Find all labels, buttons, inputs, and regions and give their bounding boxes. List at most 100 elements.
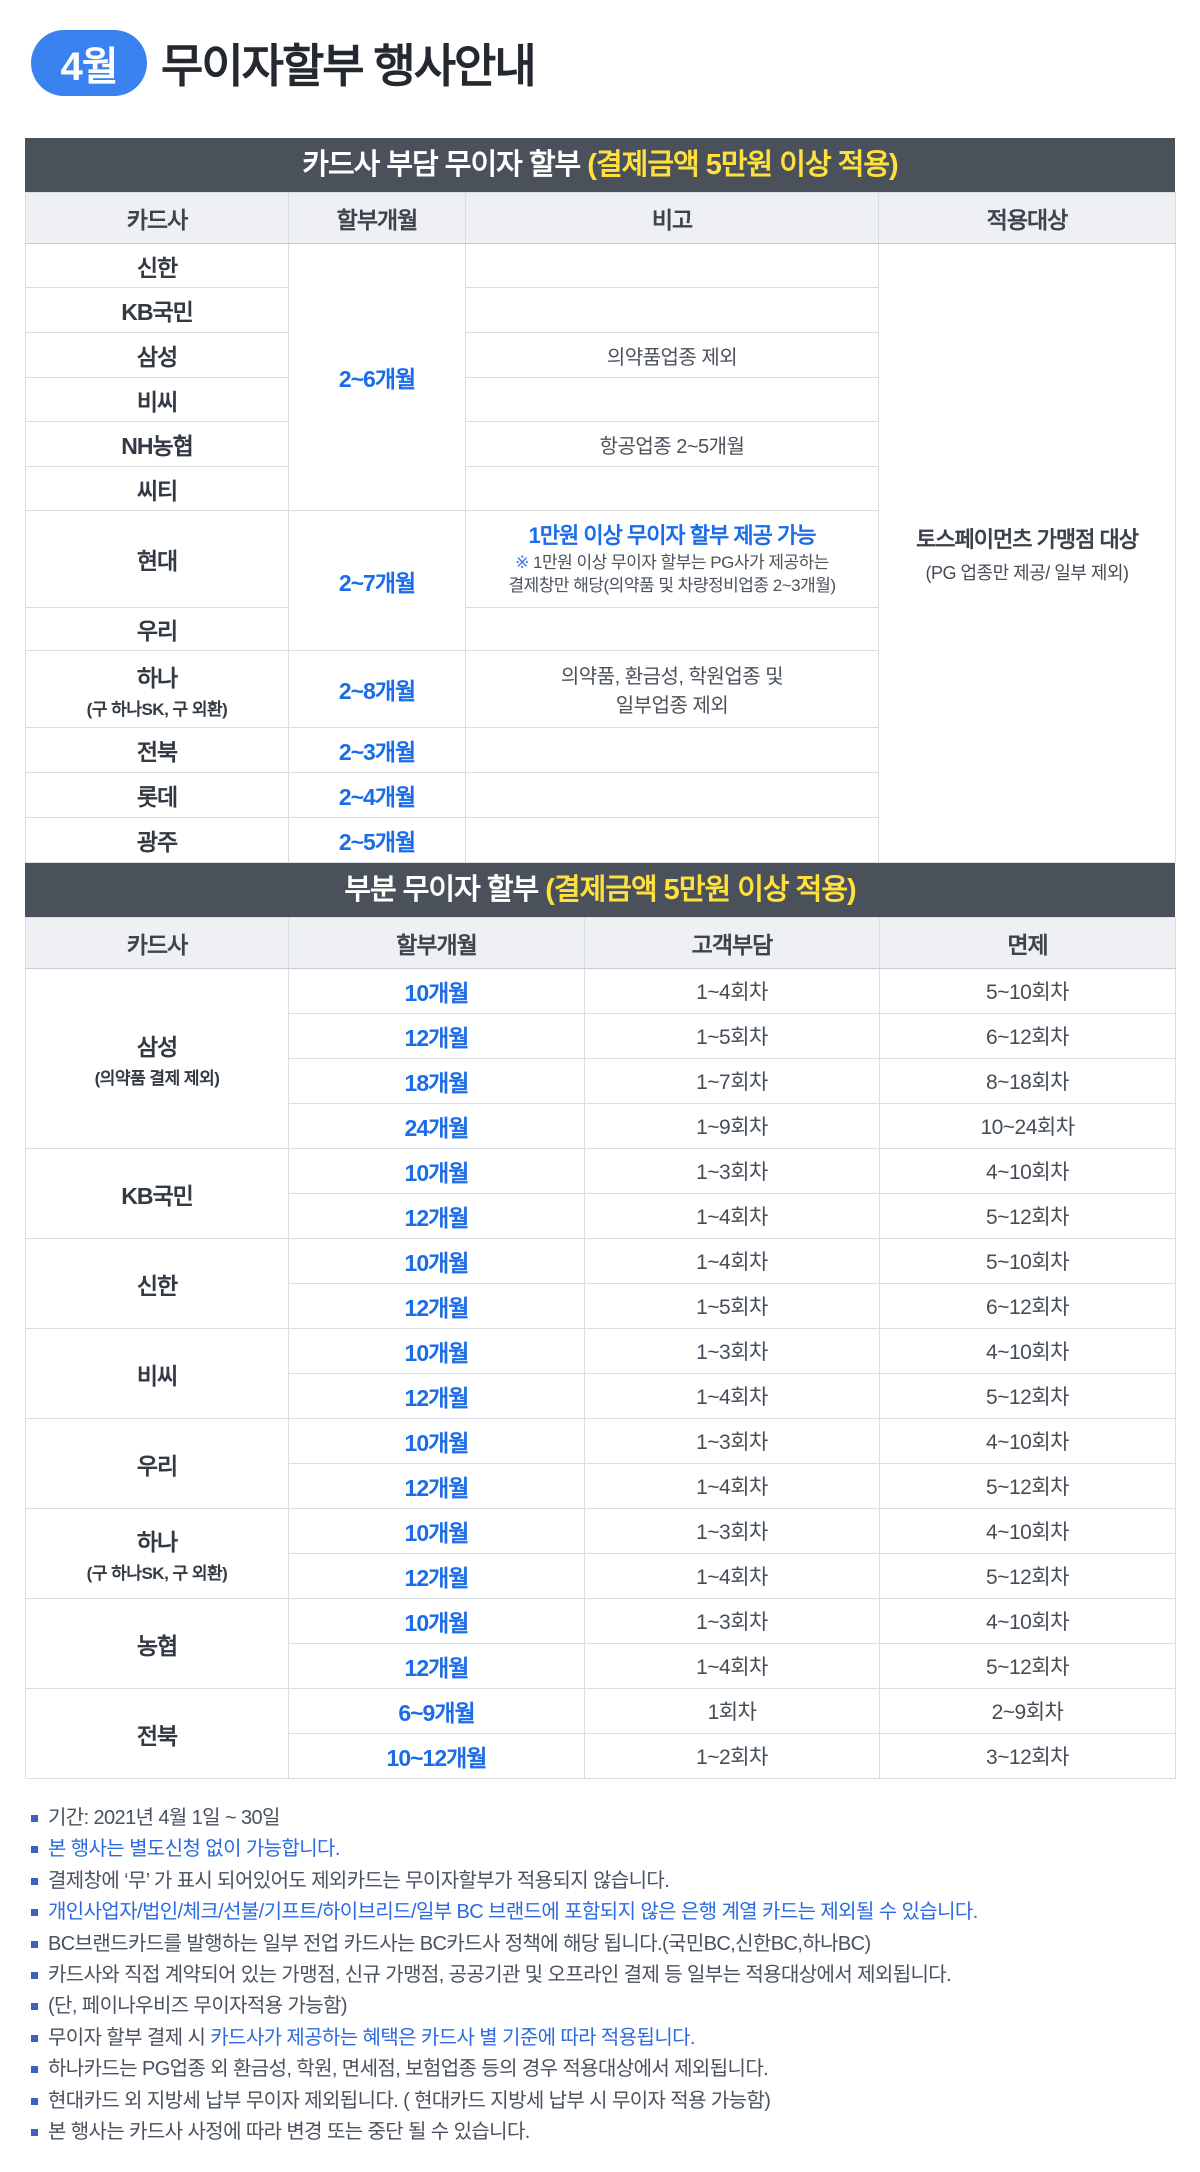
card-name-cell: KB국민 — [25, 1148, 289, 1239]
card-name-cell: 하나 (구 하나SK, 구 외환) — [25, 650, 289, 728]
footnote-text-highlight: 카드사가 제공하는 혜택은 카드사 별 기준에 따라 적용됩니다. — [210, 2026, 695, 2049]
customer-burden-cell: 1~3회차 — [584, 1508, 880, 1554]
table-header-row: 카드사 할부개월 고객부담 면제 — [25, 917, 1176, 969]
card-name-cell: NH농협 — [25, 421, 289, 467]
note-cell-empty — [465, 243, 879, 288]
exemption-cell: 5~12회차 — [879, 1463, 1176, 1509]
customer-burden-cell: 1~3회차 — [584, 1328, 880, 1374]
installment-months-cell: 10개월 — [288, 1238, 585, 1284]
bullet-icon — [31, 2097, 38, 2105]
exemption-cell: 2~9회차 — [879, 1688, 1176, 1734]
exemption-cell: 6~12회차 — [879, 1013, 1176, 1059]
note-cell-empty — [465, 607, 879, 651]
card-name-cell: 우리 — [25, 607, 289, 651]
customer-burden-cell: 1회차 — [584, 1688, 880, 1734]
customer-burden-cell: 1~3회차 — [584, 1418, 880, 1464]
hyundai-note-title: 1만원 이상 무이자 할부 제공 가능 — [528, 523, 817, 548]
hyundai-note-line2: 결제창만 해당(의약품 및 차량정비업종 2~3개월) — [508, 576, 836, 595]
note-cell-hana: 의약품, 환금성, 학원업종 및 일부업종 제외 — [465, 650, 879, 728]
reference-mark: ※ — [515, 553, 529, 572]
table-row: 우리 — [25, 607, 1176, 651]
card-name-cell: 우리 — [25, 1418, 289, 1509]
installment-months-cell: 10개월 — [288, 1328, 585, 1374]
footnote: 결제창에 ‘무’ 가 표시 되어있어도 제외카드는 무이자할부가 적용되지 않습… — [31, 1866, 1175, 1897]
note-cell-hyundai: 1만원 이상 무이자 할부 제공 가능 ※ 1만원 이상 무이자 할부는 PG사… — [465, 510, 879, 608]
note-cell: 항공업종 2~5개월 — [465, 421, 879, 467]
table-row: 우리 10개월 1~3회차 4~10회차 — [25, 1418, 1176, 1509]
card-name: 하나 — [136, 1529, 178, 1555]
table-row: 12개월 1~5회차 6~12회차 — [26, 1013, 1176, 1059]
exemption-cell: 5~10회차 — [879, 1238, 1176, 1284]
footnotes: 기간: 2021년 4월 1일 ~ 30일 본 행사는 별도신청 없이 가능합니… — [31, 1803, 1175, 2148]
exemption-cell: 5~12회차 — [879, 1643, 1176, 1689]
exemption-cell: 4~10회차 — [879, 1508, 1176, 1554]
footnote-period: 기간: 2021년 4월 1일 ~ 30일 — [31, 1803, 1175, 1834]
customer-burden-cell: 1~7회차 — [584, 1058, 880, 1104]
table-row: 비씨 10개월 1~3회차 4~10회차 — [25, 1328, 1176, 1419]
exemption-cell: 5~12회차 — [879, 1193, 1176, 1239]
column-header-card-company: 카드사 — [25, 192, 289, 244]
note-cell-empty — [465, 772, 879, 818]
installment-months-cell: 2~8개월 — [288, 650, 466, 728]
bullet-icon — [31, 1940, 38, 1948]
customer-burden-cell: 1~4회차 — [584, 1238, 880, 1284]
card-name: 삼성 — [136, 1034, 178, 1060]
installment-months-cell: 10개월 — [288, 1598, 585, 1644]
footnote: 본 행사는 카드사 사정에 따라 변경 또는 중단 될 수 있습니다. — [31, 2117, 1175, 2148]
exemption-cell: 8~18회차 — [879, 1058, 1176, 1104]
table2-title: 부분 무이자 할부 — [344, 874, 546, 906]
apply-target-sub: (PG 업종만 제공/ 일부 제외) — [925, 562, 1129, 583]
footnote-text: 개인사업자/법인/체크/선불/기프트/하이브리드/일부 BC 브랜드에 포함되지… — [48, 1901, 978, 1924]
table1-title-bar: 카드사 부담 무이자 할부 (결제금액 5만원 이상 적용) — [25, 138, 1175, 192]
installment-months-cell: 2~7개월 — [288, 510, 466, 651]
page-header: 4월 무이자할부 행사안내 — [31, 28, 1175, 97]
customer-burden-cell: 1~9회차 — [584, 1103, 880, 1149]
hana-note-line2: 일부업종 제외 — [615, 695, 729, 717]
column-header-customer-burden: 고객부담 — [584, 917, 880, 969]
customer-burden-cell: 1~4회차 — [584, 1463, 880, 1509]
table-row: KB국민 10개월 1~3회차 4~10회차 — [25, 1148, 1176, 1239]
installment-months-cell: 12개월 — [288, 1013, 585, 1059]
footnote: 무이자 할부 결제 시 카드사가 제공하는 혜택은 카드사 별 기준에 따라 적… — [31, 2023, 1175, 2054]
table-row: 농협 10개월 1~3회차 4~10회차 — [25, 1598, 1176, 1689]
footnote-text: BC브랜드카드를 발행하는 일부 전업 카드사는 BC카드사 정책에 해당 됩니… — [48, 1932, 871, 1955]
installment-months-cell: 10개월 — [288, 968, 585, 1014]
bullet-icon — [31, 1909, 38, 1917]
table-row: 씨티 — [25, 466, 1176, 511]
table-row: 광주 2~5개월 — [25, 817, 1176, 863]
table-header-row: 카드사 할부개월 비고 적용대상 — [25, 192, 1176, 244]
card-name-cell: 신한 — [25, 1238, 289, 1329]
installment-months-cell: 2~5개월 — [288, 817, 466, 863]
note-cell-empty — [465, 287, 879, 333]
card-name: 하나 — [136, 664, 178, 691]
installment-months-cell: 6~9개월 — [288, 1688, 585, 1734]
card-name-sub: (구 하나SK, 구 외환) — [86, 699, 228, 719]
installment-months-cell: 18개월 — [288, 1058, 585, 1104]
footnote: 카드사와 직접 계약되어 있는 가맹점, 신규 가맹점, 공공기관 및 오프라인… — [31, 1960, 1175, 1991]
card-name-cell: 비씨 — [25, 1328, 289, 1419]
card-name-cell: 현대 — [25, 510, 289, 608]
table-row: 신한 10개월 1~4회차 5~10회차 — [25, 1238, 1176, 1329]
footnote-text: 하나카드는 PG업종 외 환금성, 학원, 면세점, 보험업종 등의 경우 적용… — [48, 2058, 769, 2081]
card-name-cell: 삼성 — [25, 332, 289, 378]
apply-target-main: 토스페이먼츠 가맹점 대상 — [916, 526, 1139, 552]
bullet-icon — [31, 1877, 38, 1885]
installment-months-cell: 10개월 — [288, 1418, 585, 1464]
customer-burden-cell: 1~5회차 — [584, 1013, 880, 1059]
table-row: 12개월 1~4회차 5~12회차 — [26, 1373, 1176, 1419]
column-header-exemption: 면제 — [879, 917, 1176, 969]
exemption-cell: 4~10회차 — [879, 1328, 1176, 1374]
exemption-cell: 5~10회차 — [879, 968, 1176, 1014]
installment-months-cell: 2~4개월 — [288, 772, 466, 818]
customer-burden-cell: 1~4회차 — [584, 1643, 880, 1689]
card-name-cell: 비씨 — [25, 377, 289, 422]
page: 4월 무이자할부 행사안내 카드사 부담 무이자 할부 (결제금액 5만원 이상… — [25, 0, 1176, 2148]
installment-months-cell: 12개월 — [288, 1643, 585, 1689]
footnote-text: 본 행사는 별도신청 없이 가능합니다. — [48, 1838, 340, 1861]
apply-target-cell: 토스페이먼츠 가맹점 대상 (PG 업종만 제공/ 일부 제외) — [878, 243, 1176, 863]
footnote: (단, 페이나우비즈 무이자적용 가능함) — [31, 1991, 1175, 2022]
table-row: 12개월 1~4회차 5~12회차 — [26, 1553, 1176, 1599]
footnote: 하나카드는 PG업종 외 환금성, 학원, 면세점, 보험업종 등의 경우 적용… — [31, 2054, 1175, 2085]
note-cell-empty — [465, 466, 879, 511]
bullet-icon — [31, 2129, 38, 2137]
